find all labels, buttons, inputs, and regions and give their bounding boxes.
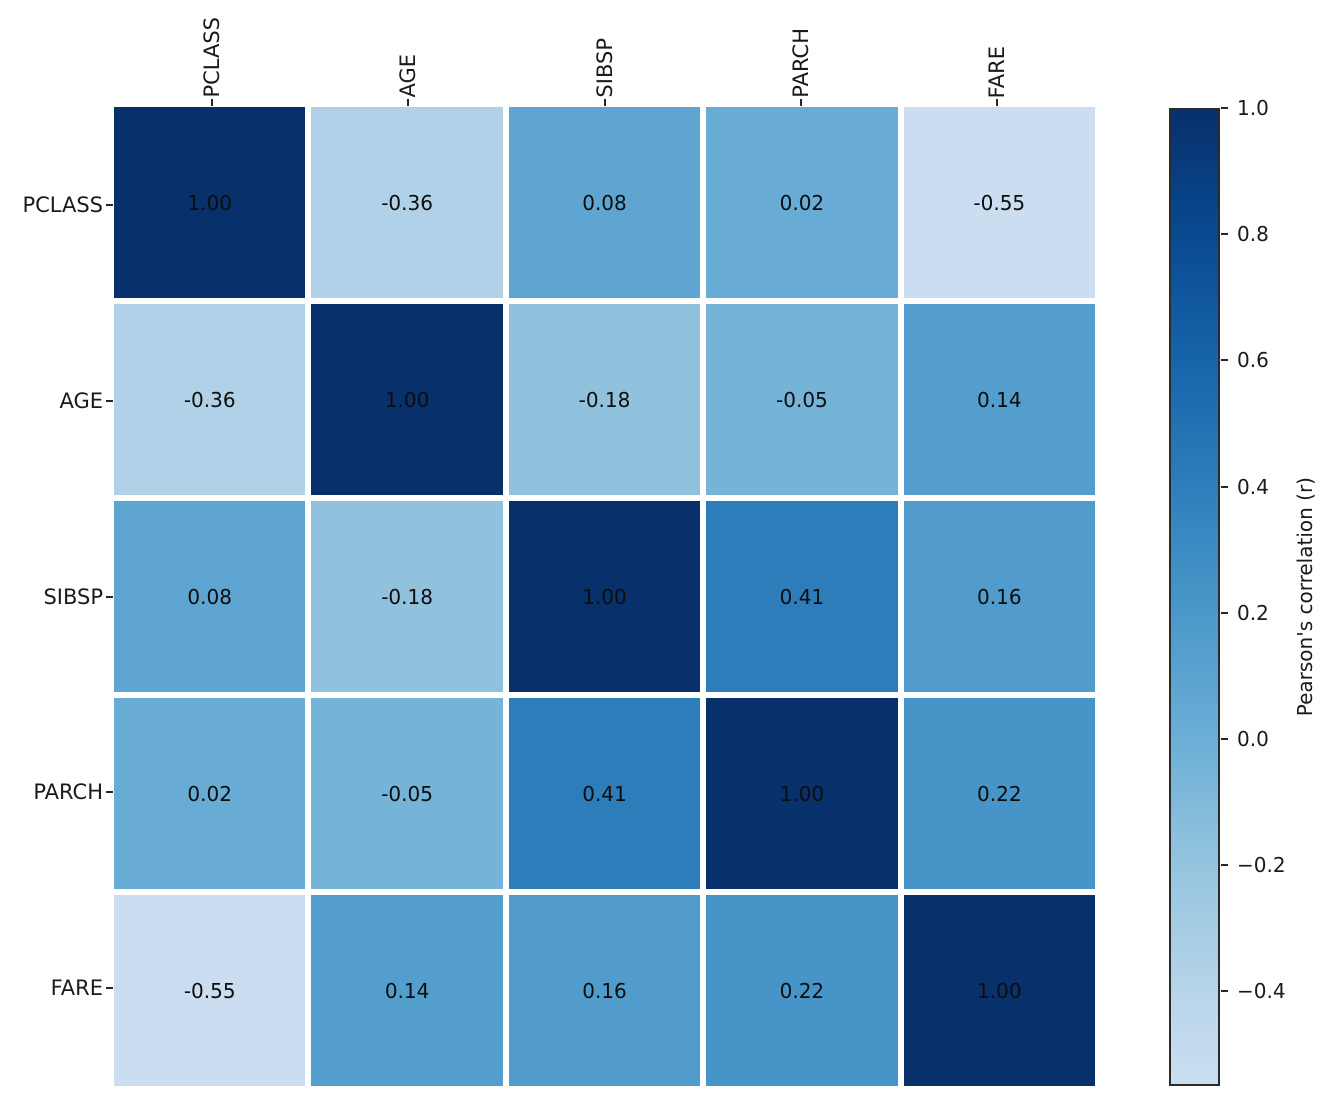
cell-value: -0.55 [973, 190, 1026, 215]
heatmap-grid: 1.00 -0.36 0.08 0.02 -0.55 -0.36 1.00 -0.18 -0.0… [114, 107, 1095, 1086]
cell-value: 0.16 [582, 978, 627, 1003]
colorbar-tick-mark [1221, 737, 1228, 740]
colorbar-tick-label: 0.8 [1237, 222, 1269, 247]
y-tick-label-fare: FARE [50, 976, 103, 1001]
heatmap-cell-pclass-fare: -0.55 [903, 107, 1095, 298]
y-tick-mark [106, 987, 113, 990]
heatmap-cell-pclass-age: -0.36 [311, 107, 503, 298]
cell-value: 0.08 [582, 190, 627, 215]
colorbar-tick-label: −0.4 [1237, 979, 1286, 1004]
cell-value: -0.18 [578, 387, 631, 412]
cell-value: -0.36 [381, 190, 433, 215]
cell-value: 0.14 [977, 387, 1022, 412]
cell-value: 0.08 [187, 584, 232, 609]
y-tick-mark [106, 203, 113, 206]
x-tick-mark [799, 99, 802, 106]
heatmap-cell-sibsp-parch: 0.41 [706, 501, 898, 692]
y-tick-label-pclass: PCLASS [22, 192, 103, 217]
colorbar-gradient [1169, 108, 1220, 1086]
x-tick-label-text: FARE [984, 45, 1009, 98]
cell-value: 0.41 [582, 781, 627, 806]
colorbar-tick-mark [1221, 359, 1228, 362]
x-tick-mark [407, 99, 410, 106]
colorbar-axis-label-wrap: Pearson's correlation (r) [1288, 108, 1322, 1086]
x-tick-mark [603, 99, 606, 106]
cell-value: 0.14 [384, 978, 430, 1003]
heatmap-cell-sibsp-pclass: 0.08 [114, 501, 306, 692]
heatmap-cell-age-age: 1.00 [311, 304, 503, 495]
heatmap-cell-fare-pclass: -0.55 [114, 895, 306, 1086]
heatmap-cell-sibsp-sibsp: 1.00 [508, 501, 701, 692]
colorbar-tick-label: 0.0 [1237, 726, 1269, 751]
x-tick-label-text: SIBSP [592, 38, 617, 98]
x-tick-label-text: PARCH [788, 28, 813, 98]
colorbar-tick-label: −0.2 [1237, 853, 1286, 878]
colorbar-tick-mark [1221, 233, 1228, 236]
x-tick-label-text: PCLASS [200, 17, 225, 98]
heatmap-cell-parch-parch: 1.00 [706, 698, 898, 889]
x-tick-mark [995, 99, 998, 106]
heatmap-cell-fare-age: 0.14 [311, 895, 503, 1086]
heatmap-cell-parch-sibsp: 0.41 [508, 698, 701, 889]
colorbar-tick-label: 0.6 [1237, 348, 1269, 373]
x-tick-label-sibsp: SIBSP [588, 0, 622, 98]
x-tick-label-text: AGE [396, 54, 421, 98]
cell-value: -0.55 [183, 978, 236, 1003]
heatmap-cell-pclass-pclass: 1.00 [114, 107, 306, 298]
heatmap-cell-fare-parch: 0.22 [706, 895, 898, 1086]
y-tick-mark [106, 399, 113, 402]
colorbar-tick-label: 0.4 [1237, 474, 1269, 499]
cell-value: 1.00 [384, 387, 430, 412]
heatmap-cell-age-sibsp: -0.18 [508, 304, 701, 495]
heatmap-cell-age-pclass: -0.36 [114, 304, 306, 495]
heatmap-cell-sibsp-fare: 0.16 [903, 501, 1095, 692]
x-tick-label-fare: FARE [980, 0, 1014, 98]
x-tick-label-parch: PARCH [784, 0, 818, 98]
heatmap-cell-age-parch: -0.05 [706, 304, 898, 495]
cell-value: 0.22 [779, 978, 825, 1003]
cell-value: -0.18 [381, 584, 433, 609]
x-tick-label-age: AGE [391, 0, 425, 98]
colorbar-tick-mark [1221, 611, 1228, 614]
cell-value: 0.16 [977, 584, 1022, 609]
colorbar-tick-label: 0.2 [1237, 600, 1269, 625]
heatmap-cell-pclass-sibsp: 0.08 [508, 107, 701, 298]
y-tick-mark [106, 791, 113, 794]
cell-value: 1.00 [187, 190, 232, 215]
heatmap-cell-pclass-parch: 0.02 [706, 107, 898, 298]
heatmap-cell-parch-fare: 0.22 [903, 698, 1095, 889]
heatmap-cell-fare-fare: 1.00 [903, 895, 1095, 1086]
colorbar-tick-mark [1221, 107, 1228, 109]
heatmap-cell-parch-age: -0.05 [311, 698, 503, 889]
colorbar-tick-mark [1221, 485, 1228, 488]
cell-value: -0.05 [381, 781, 433, 806]
colorbar-tick-mark [1221, 864, 1228, 867]
colorbar-axis-label: Pearson's correlation (r) [1293, 477, 1317, 717]
cell-value: 1.00 [582, 584, 627, 609]
cell-value: -0.36 [183, 387, 236, 412]
x-tick-mark [211, 99, 214, 106]
y-tick-label-sibsp: SIBSP [43, 584, 103, 609]
cell-value: 0.02 [779, 190, 825, 215]
colorbar-tick-label: 1.0 [1237, 96, 1269, 120]
cell-value: 1.00 [779, 781, 825, 806]
cell-value: 0.41 [779, 584, 825, 609]
cell-value: 0.22 [977, 781, 1022, 806]
colorbar-tick-mark [1221, 990, 1228, 993]
heatmap-cell-fare-sibsp: 0.16 [508, 895, 701, 1086]
cell-value: 1.00 [977, 978, 1022, 1003]
heatmap-cell-parch-pclass: 0.02 [114, 698, 306, 889]
heatmap-cell-age-fare: 0.14 [903, 304, 1095, 495]
y-tick-label-parch: PARCH [33, 780, 103, 805]
cell-value: -0.05 [776, 387, 828, 412]
heatmap-cell-sibsp-age: -0.18 [311, 501, 503, 692]
x-tick-label-pclass: PCLASS [195, 0, 229, 98]
cell-value: 0.02 [187, 781, 232, 806]
y-tick-label-age: AGE [59, 388, 103, 413]
y-tick-mark [106, 595, 113, 598]
